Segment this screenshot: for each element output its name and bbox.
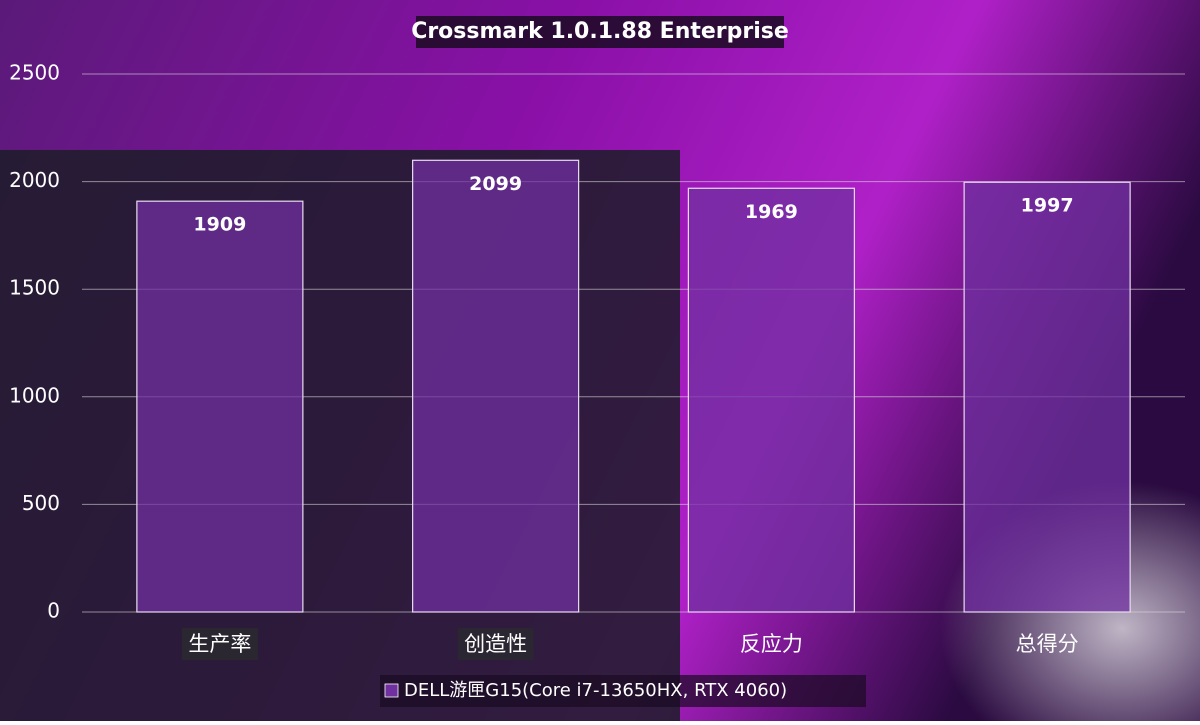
title-box bbox=[416, 16, 784, 48]
value-label: 1997 bbox=[1021, 195, 1074, 217]
y-tick-label: 2000 bbox=[9, 168, 60, 192]
x-tick-label: 生产率 bbox=[188, 632, 251, 656]
chart-title: Crossmark 1.0.1.88 Enterprise bbox=[411, 19, 789, 44]
bar bbox=[136, 200, 304, 613]
y-tick-label: 1500 bbox=[9, 276, 60, 300]
y-tick-label: 0 bbox=[47, 599, 60, 623]
legend-box bbox=[380, 675, 866, 707]
legend-swatch bbox=[384, 683, 399, 698]
value-label: 1969 bbox=[745, 201, 798, 223]
y-tick-label: 500 bbox=[22, 491, 60, 515]
value-label: 2099 bbox=[469, 173, 522, 195]
y-tick-label: 1000 bbox=[9, 383, 60, 407]
bar bbox=[412, 159, 580, 613]
x-label-box bbox=[181, 628, 258, 660]
x-tick-label: 创造性 bbox=[464, 632, 527, 656]
x-tick-label: 总得分 bbox=[1016, 632, 1079, 656]
value-label: 1909 bbox=[193, 214, 246, 236]
legend-label: DELL游匣G15(Core i7-13650HX, RTX 4060) bbox=[404, 680, 787, 701]
x-label-box bbox=[457, 628, 534, 660]
y-tick-label: 2500 bbox=[9, 61, 60, 85]
x-tick-label: 反应力 bbox=[740, 632, 803, 656]
bar bbox=[687, 187, 855, 613]
bar bbox=[963, 181, 1131, 613]
